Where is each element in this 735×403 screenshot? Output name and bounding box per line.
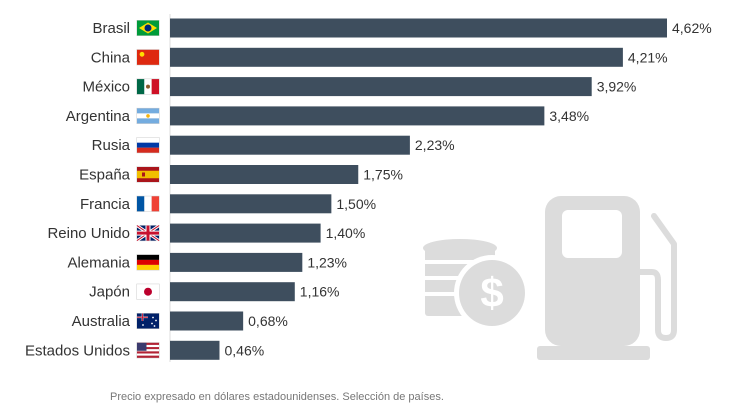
bar bbox=[170, 47, 623, 67]
china-flag bbox=[136, 49, 160, 66]
bar bbox=[170, 165, 359, 184]
france-flag bbox=[136, 195, 160, 212]
spain-flag bbox=[136, 166, 160, 183]
bar-row: Alemania 1,23% bbox=[67, 252, 347, 272]
category-label: México bbox=[82, 79, 130, 96]
bar bbox=[170, 106, 545, 126]
value-label: 3,48% bbox=[549, 108, 589, 124]
category-label: China bbox=[91, 49, 131, 66]
svg-text:$: $ bbox=[480, 269, 503, 316]
bar-row: Rusia 2,23% bbox=[92, 135, 455, 155]
category-label: Reino Unido bbox=[47, 225, 130, 242]
mexico-flag bbox=[136, 78, 160, 95]
value-label: 4,21% bbox=[628, 49, 668, 65]
value-label: 3,92% bbox=[597, 79, 637, 95]
germany-flag bbox=[136, 254, 160, 271]
brazil-flag bbox=[136, 20, 160, 36]
bar bbox=[170, 223, 321, 243]
bar bbox=[170, 135, 410, 155]
category-label: Brasil bbox=[92, 20, 130, 37]
bar-row: Japón 1,16% bbox=[89, 282, 340, 302]
bar-row: Argentina 3,48% bbox=[66, 106, 589, 126]
value-label: 1,40% bbox=[326, 225, 366, 241]
bar-row: Reino Unido 1,40% bbox=[47, 223, 366, 243]
value-label: 0,46% bbox=[224, 342, 264, 358]
value-label: 1,23% bbox=[307, 254, 347, 270]
category-label: Japón bbox=[89, 284, 130, 301]
bar bbox=[170, 77, 592, 97]
uk-flag bbox=[136, 224, 160, 242]
category-label: Alemania bbox=[67, 254, 130, 271]
bar-row: Australia 0,68% bbox=[72, 311, 288, 331]
bar-row: Francia 1,50% bbox=[80, 194, 376, 214]
category-label: Estados Unidos bbox=[25, 342, 130, 359]
bar bbox=[170, 340, 220, 360]
value-label: 4,62% bbox=[672, 20, 712, 36]
fuel-pump-icon bbox=[537, 196, 677, 360]
value-label: 1,75% bbox=[363, 167, 403, 183]
footnote: Precio expresado en dólares estadouniden… bbox=[110, 391, 444, 403]
coins-dollar-icon: $ bbox=[423, 239, 530, 331]
bar-row: Brasil 4,62% bbox=[92, 18, 712, 38]
bar bbox=[170, 282, 295, 302]
bar-row: España 1,75% bbox=[79, 165, 403, 184]
value-label: 1,50% bbox=[336, 196, 376, 212]
usa-flag bbox=[136, 342, 160, 359]
japan-flag bbox=[136, 283, 160, 300]
russia-flag bbox=[136, 137, 160, 154]
value-label: 0,68% bbox=[248, 313, 288, 329]
bar bbox=[170, 311, 244, 331]
value-label: 1,16% bbox=[300, 284, 340, 300]
category-label: España bbox=[79, 167, 131, 184]
category-label: Francia bbox=[80, 196, 131, 213]
australia-flag bbox=[136, 313, 160, 329]
value-label: 2,23% bbox=[415, 137, 455, 153]
bar-row: China 4,21% bbox=[91, 47, 668, 67]
bar-row: México 3,92% bbox=[82, 77, 637, 97]
bar bbox=[170, 252, 303, 272]
argentina-flag bbox=[136, 107, 160, 124]
category-label: Australia bbox=[72, 313, 131, 330]
bar bbox=[170, 194, 332, 214]
category-label: Argentina bbox=[66, 108, 131, 125]
category-label: Rusia bbox=[92, 137, 131, 154]
bar-row: Estados Unidos 0,46% bbox=[25, 340, 264, 360]
bar bbox=[170, 18, 667, 38]
